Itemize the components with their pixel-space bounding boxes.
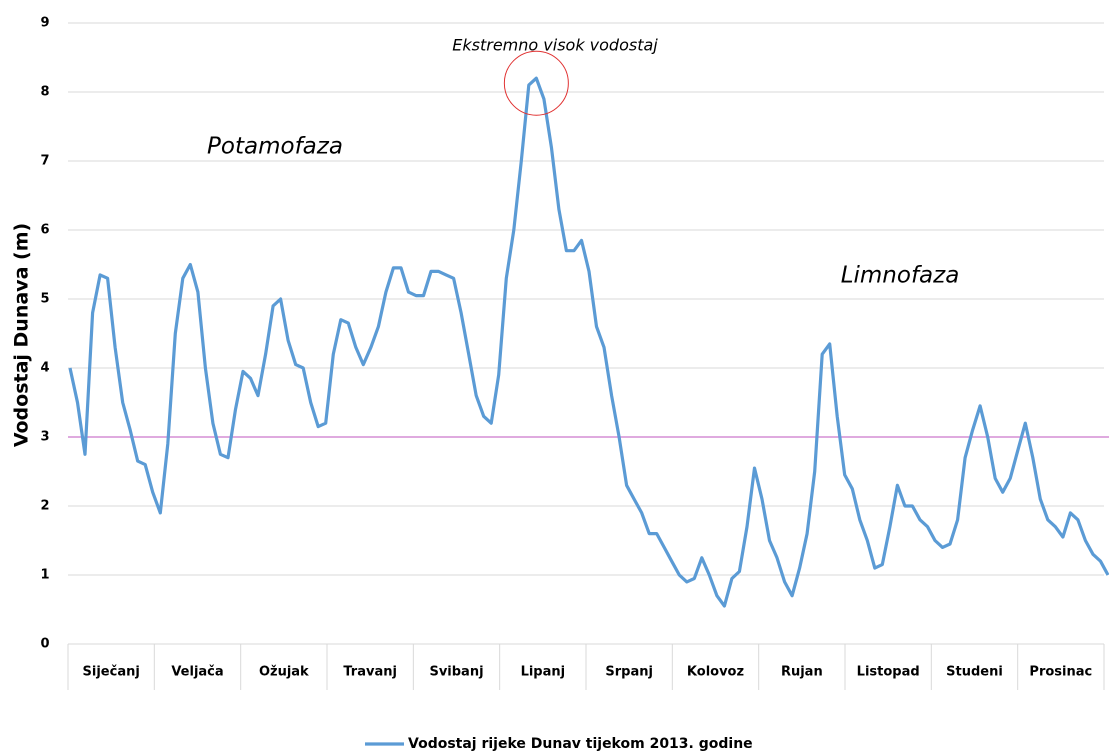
annotation: Potamofaza (207, 134, 343, 160)
x-tick-label: Siječanj (83, 665, 140, 680)
highlight-circle (503, 50, 569, 116)
x-tick-label: Travanj (343, 665, 397, 680)
data-line (68, 76, 1109, 608)
x-tick-label: Svibanj (429, 665, 483, 680)
x-tick-label: Ožujak (259, 665, 309, 680)
x-tick-label: Rujan (781, 665, 823, 680)
y-tick-label: 3 (40, 430, 49, 445)
x-tick-label: Listopad (857, 665, 920, 680)
y-tick-label: 6 (40, 223, 49, 238)
annotation: Ekstremno visok vodostaj (452, 36, 658, 55)
x-tick-label: Studeni (946, 665, 1003, 680)
y-tick-label: 1 (40, 568, 49, 583)
x-tick-label: Lipanj (521, 665, 566, 680)
x-tick-label: Prosinac (1029, 665, 1092, 680)
legend-label: Vodostaj rijeke Dunav tijekom 2013. godi… (408, 736, 753, 752)
x-tick-label: Veljača (171, 665, 223, 680)
y-tick-label: 4 (40, 361, 49, 376)
x-tick-label: Kolovoz (687, 665, 744, 680)
y-tick-label: 0 (40, 637, 49, 652)
y-tick-label: 8 (40, 85, 49, 100)
annotation: Limnofaza (841, 263, 960, 289)
y-tick-label: 7 (40, 154, 49, 169)
y-tick-label: 9 (40, 16, 49, 31)
y-axis-title: Vodostaj Dunava (m) (11, 223, 33, 447)
y-tick-label: 5 (40, 292, 49, 307)
x-tick-label: Srpanj (605, 665, 653, 680)
y-tick-label: 2 (40, 499, 49, 514)
